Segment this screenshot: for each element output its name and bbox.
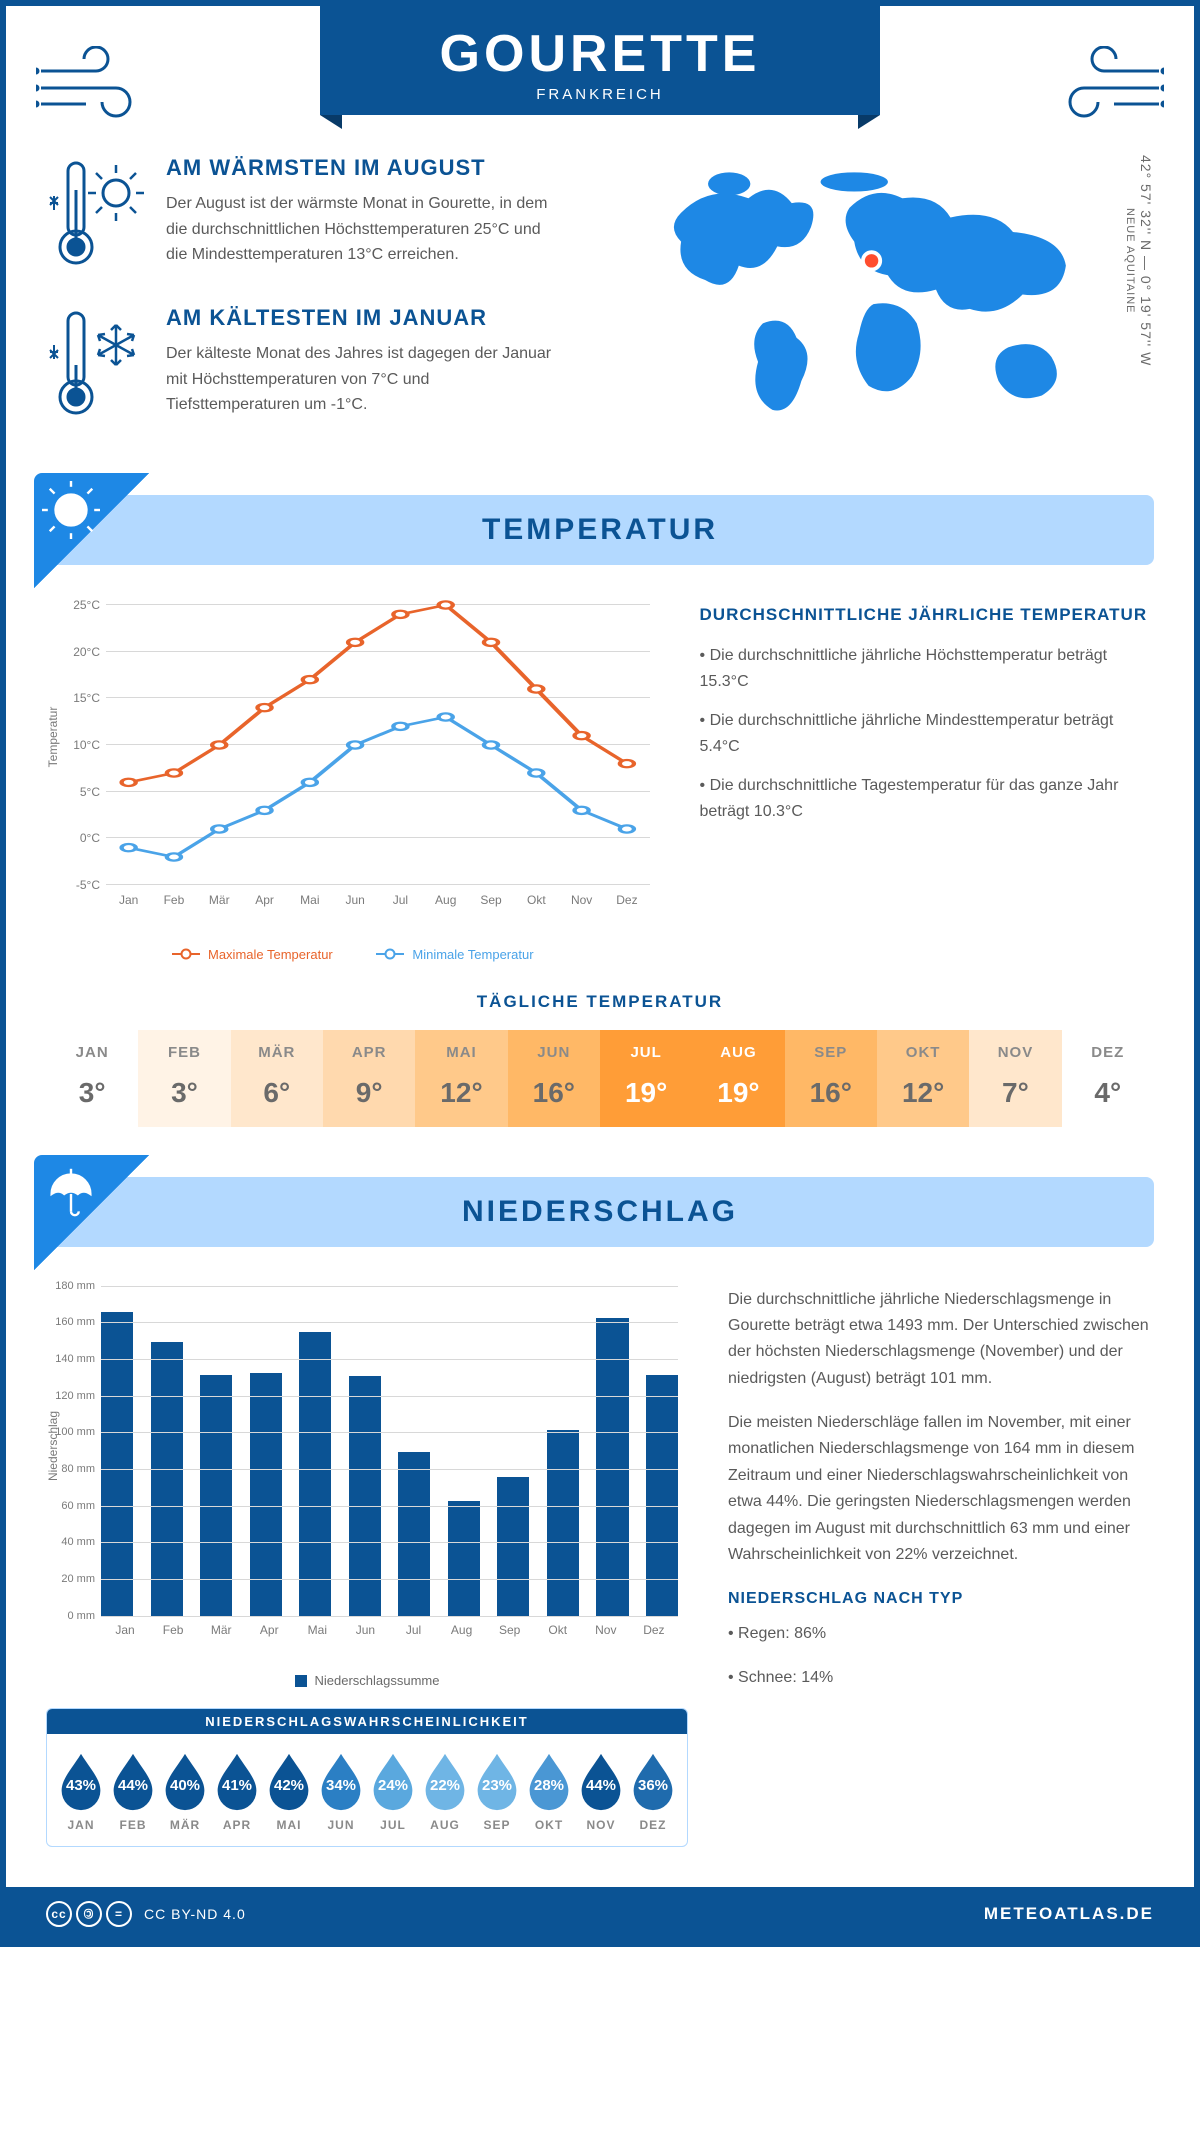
- temperature-area: Temperatur -5°C0°C5°C10°C15°C20°C25°C Ja…: [46, 605, 1154, 962]
- temperature-info: DURCHSCHNITTLICHE JÄHRLICHE TEMPERATUR •…: [700, 605, 1154, 962]
- wind-icon: [1044, 46, 1164, 131]
- precip-bar: [497, 1477, 529, 1616]
- precip-p2: Die meisten Niederschläge fallen im Nove…: [728, 1410, 1154, 1568]
- license-text: CC BY-ND 4.0: [144, 1906, 246, 1922]
- precip-bar: [200, 1375, 232, 1617]
- legend-max: Maximale Temperatur: [208, 947, 333, 962]
- daily-cell: OKT12°: [877, 1030, 969, 1127]
- precip-area: Niederschlag 0 mm20 mm40 mm60 mm80 mm100…: [46, 1287, 1154, 1847]
- daily-cell: NOV7°: [969, 1030, 1061, 1127]
- prob-drop: 44%FEB: [109, 1750, 157, 1832]
- daily-cell: DEZ4°: [1062, 1030, 1154, 1127]
- page: GOURETTE FRANKREICH: [0, 0, 1200, 1947]
- prob-drop: 42%MAI: [265, 1750, 313, 1832]
- precip-p1: Die durchschnittliche jährliche Niedersc…: [728, 1287, 1154, 1393]
- prob-drop: 23%SEP: [473, 1750, 521, 1832]
- daily-cell: JUL19°: [600, 1030, 692, 1127]
- precip-bar: [250, 1373, 282, 1617]
- precip-bar: [547, 1430, 579, 1617]
- precip-bar: [448, 1501, 480, 1617]
- site-name: METEOATLAS.DE: [984, 1904, 1154, 1924]
- prob-drop: 22%AUG: [421, 1750, 469, 1832]
- precip-title: NIEDERSCHLAG: [462, 1195, 738, 1228]
- legend-min: Minimale Temperatur: [412, 947, 533, 962]
- temp-ylabel: Temperatur: [46, 707, 60, 768]
- prob-box: NIEDERSCHLAGSWAHRSCHEINLICHKEIT 43%JAN44…: [46, 1708, 688, 1847]
- intro-text: AM WÄRMSTEN IM AUGUST Der August ist der…: [46, 155, 593, 455]
- fact-warm-title: AM WÄRMSTEN IM AUGUST: [166, 155, 566, 181]
- precip-bar: [398, 1452, 430, 1617]
- coords: 42° 57' 32'' N — 0° 19' 57'' W NEUE AQUI…: [1114, 155, 1154, 366]
- map-wrap: 42° 57' 32'' N — 0° 19' 57'' W NEUE AQUI…: [633, 155, 1154, 449]
- precip-legend: Niederschlagssumme: [46, 1673, 688, 1688]
- temperature-chart: Temperatur -5°C0°C5°C10°C15°C20°C25°C Ja…: [46, 605, 660, 962]
- precip-chart: Niederschlag 0 mm20 mm40 mm60 mm80 mm100…: [46, 1287, 688, 1847]
- daily-cell: APR9°: [323, 1030, 415, 1127]
- prob-drop: 36%DEZ: [629, 1750, 677, 1832]
- daily-cell: SEP16°: [785, 1030, 877, 1127]
- precip-bar: [349, 1376, 381, 1616]
- precip-bar: [101, 1312, 133, 1616]
- cc-icon: cc🄯=: [46, 1901, 132, 1927]
- precip-bar: [299, 1332, 331, 1616]
- temp-legend: Maximale Temperatur Minimale Temperatur: [46, 943, 660, 962]
- daily-cell: JUN16°: [508, 1030, 600, 1127]
- fact-cold: AM KÄLTESTEN IM JANUAR Der kälteste Mona…: [46, 305, 593, 425]
- page-subtitle: FRANKREICH: [440, 86, 761, 103]
- prob-drop: 40%MÄR: [161, 1750, 209, 1832]
- temperature-banner: TEMPERATUR: [46, 495, 1154, 565]
- title-banner: GOURETTE FRANKREICH: [320, 6, 881, 115]
- prob-drop: 44%NOV: [577, 1750, 625, 1832]
- daily-cell: JAN3°: [46, 1030, 138, 1127]
- sun-icon: [34, 473, 154, 593]
- prob-drop: 24%JUL: [369, 1750, 417, 1832]
- world-map-icon: [633, 155, 1114, 449]
- daily-cell: FEB3°: [138, 1030, 230, 1127]
- thermometer-sun-icon: [46, 155, 146, 275]
- precip-text: Die durchschnittliche jährliche Niedersc…: [728, 1287, 1154, 1847]
- prob-drop: 43%JAN: [57, 1750, 105, 1832]
- page-title: GOURETTE: [440, 24, 761, 84]
- daily-strip: JAN3°FEB3°MÄR6°APR9°MAI12°JUN16°JUL19°AU…: [46, 1030, 1154, 1127]
- daily-cell: MAI12°: [415, 1030, 507, 1127]
- fact-cold-text: Der kälteste Monat des Jahres ist dagege…: [166, 341, 566, 418]
- prob-drop: 41%APR: [213, 1750, 261, 1832]
- precip-bar: [596, 1318, 628, 1617]
- fact-warm: AM WÄRMSTEN IM AUGUST Der August ist der…: [46, 155, 593, 275]
- coords-value: 42° 57' 32'' N — 0° 19' 57'' W: [1138, 155, 1154, 366]
- footer: cc🄯= CC BY-ND 4.0 METEOATLAS.DE: [6, 1887, 1194, 1941]
- daily-cell: MÄR6°: [231, 1030, 323, 1127]
- temp-info-title: DURCHSCHNITTLICHE JÄHRLICHE TEMPERATUR: [700, 605, 1154, 625]
- intro: AM WÄRMSTEN IM AUGUST Der August ist der…: [46, 155, 1154, 455]
- prob-drop: 28%OKT: [525, 1750, 573, 1832]
- precip-type-title: NIEDERSCHLAG NACH TYP: [728, 1586, 1154, 1612]
- fact-warm-text: Der August ist der wärmste Monat in Gour…: [166, 191, 566, 268]
- precip-banner: NIEDERSCHLAG: [46, 1177, 1154, 1247]
- region-value: NEUE AQUITAINE: [1124, 208, 1136, 313]
- thermometer-snow-icon: [46, 305, 146, 425]
- prob-drop: 34%JUN: [317, 1750, 365, 1832]
- precip-bar: [151, 1342, 183, 1617]
- daily-title: TÄGLICHE TEMPERATUR: [46, 992, 1154, 1012]
- header: GOURETTE FRANKREICH: [46, 36, 1154, 115]
- fact-cold-title: AM KÄLTESTEN IM JANUAR: [166, 305, 566, 331]
- wind-icon: [36, 46, 156, 131]
- prob-title: NIEDERSCHLAGSWAHRSCHEINLICHKEIT: [47, 1709, 687, 1734]
- temperature-title: TEMPERATUR: [482, 513, 718, 546]
- precip-bar: [646, 1375, 678, 1617]
- daily-cell: AUG19°: [692, 1030, 784, 1127]
- umbrella-icon: [34, 1155, 154, 1275]
